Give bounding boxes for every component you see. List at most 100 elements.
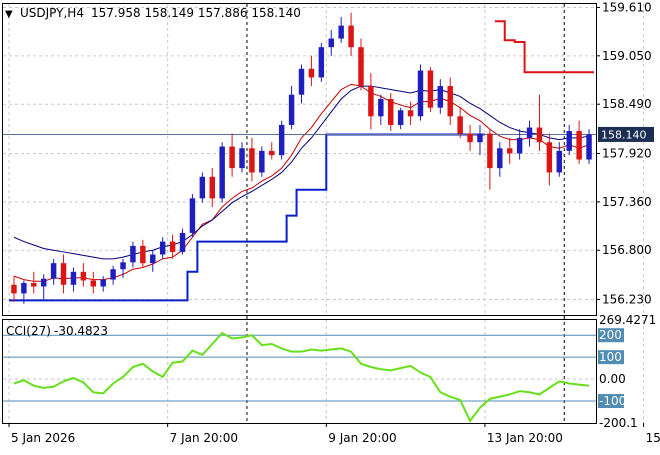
bear-candle-body [229, 146, 235, 169]
candle [269, 142, 275, 160]
candle [239, 142, 245, 173]
price-tick-label: 159.610 [602, 0, 652, 14]
current-price-tag: 158.140 [598, 126, 654, 142]
time-axis: 5 Jan 2026 7 Jan 20:00 9 Jan 20:00 13 Jan 2… [8, 423, 660, 445]
price-tick-label: 156.800 [602, 243, 652, 257]
candle [348, 12, 354, 56]
candle [308, 55, 315, 87]
cci-series [13, 331, 590, 423]
candle [576, 120, 582, 164]
bull-candle-body [497, 148, 503, 169]
bear-candle-body [140, 245, 146, 264]
candle [437, 79, 444, 114]
bear-candle-body [506, 148, 513, 154]
price-tick-label: 157.920 [602, 146, 652, 160]
bear-candle-body [467, 133, 473, 143]
candle [447, 77, 453, 125]
candle [397, 107, 404, 130]
bear-candle-body [427, 70, 434, 108]
symbol-label: USDJPY,H4 [20, 6, 84, 20]
candle [50, 258, 57, 285]
bear-candle-body [457, 116, 463, 134]
bull-candle-body [189, 198, 196, 233]
bull-candle-body [566, 130, 572, 151]
cci-tick-label: 269.4271 [599, 313, 656, 327]
candle [506, 137, 513, 164]
cci-level-tag [598, 394, 624, 409]
candle [90, 271, 97, 294]
candle [497, 142, 503, 177]
candle [378, 94, 384, 125]
slow-average-line [13, 85, 590, 260]
candle [477, 124, 483, 156]
candle [31, 271, 37, 294]
cci-value: -30.4823 [54, 324, 108, 338]
price-pane[interactable] [3, 12, 596, 304]
bull-candle-body [199, 176, 206, 199]
bear-candle-body [31, 283, 37, 287]
candle [120, 258, 126, 278]
bear-candle-body [358, 47, 364, 87]
bull-candle-body [100, 279, 106, 287]
bull-candle-body [278, 124, 285, 156]
bear-candle-body [90, 280, 97, 287]
cci-level-lines [3, 334, 596, 402]
bull-candle-body [298, 68, 305, 95]
bull-candle-body [526, 127, 533, 138]
collapse-arrow-icon[interactable]: ▼ [5, 9, 13, 20]
candle [150, 250, 156, 272]
bear-candle-body [60, 263, 67, 285]
bull-candle-body [288, 94, 295, 125]
candle [189, 194, 196, 238]
candle [566, 124, 572, 156]
price-grid [3, 4, 645, 423]
bear-candle-body [308, 68, 315, 78]
cci-level-tag [598, 350, 624, 365]
bull-candle-body [328, 38, 334, 48]
candle [259, 146, 265, 177]
candle [209, 168, 215, 208]
candle [457, 107, 463, 138]
candle [179, 228, 186, 255]
bull-candle-body [40, 278, 47, 287]
cci-tick-label: 200 [599, 328, 622, 342]
candle [546, 133, 553, 186]
bear-candle-body [209, 176, 215, 199]
price-tick-label: 158.490 [602, 97, 652, 111]
bear-candle-body [348, 25, 354, 48]
time-tick-label: 5 Jan 2026 [11, 431, 75, 445]
candle [11, 276, 17, 303]
candle [159, 237, 166, 259]
candle [80, 263, 87, 287]
cci-pane-frame [2, 319, 597, 424]
current-price-tag-bg [598, 126, 654, 142]
price-tick-label: 159.050 [602, 49, 652, 63]
bear-candle-body [407, 110, 414, 117]
candle [536, 94, 543, 151]
candle [586, 129, 592, 164]
cci-pane[interactable] [3, 331, 596, 423]
candle [298, 64, 305, 104]
candle [288, 86, 295, 130]
candle [21, 280, 27, 304]
bull-candle-body [179, 232, 186, 252]
candle [140, 239, 146, 268]
candle [278, 120, 285, 160]
price-tick-label: 156.230 [602, 292, 652, 306]
bull-candle-body [21, 283, 27, 294]
bull-candle-body [417, 70, 424, 117]
bull-candle-body [477, 133, 483, 143]
candle [318, 42, 325, 82]
candle [417, 64, 424, 121]
candles [11, 12, 592, 304]
bull-candle-body [130, 245, 136, 263]
cci-line [13, 331, 590, 423]
candle [60, 254, 67, 294]
candle [338, 16, 344, 43]
bear-candle-body [576, 130, 582, 160]
indicator-lines [3, 20, 596, 302]
price-axis: 159.610 159.050 158.490 157.920 157.360 156.8… [596, 0, 652, 306]
bear-candle-body [487, 133, 493, 169]
